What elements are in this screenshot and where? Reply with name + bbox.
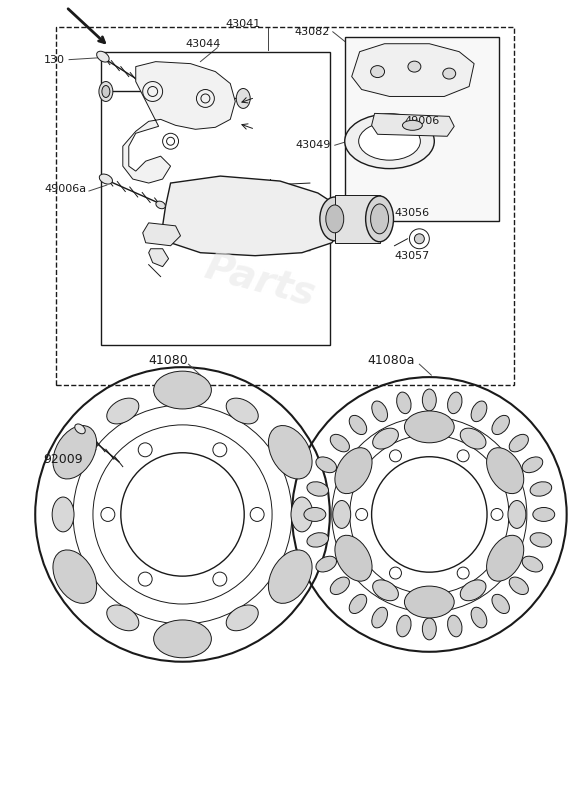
Ellipse shape <box>408 61 421 72</box>
Ellipse shape <box>291 497 313 532</box>
Text: 49006a: 49006a <box>44 184 86 194</box>
Ellipse shape <box>344 114 434 169</box>
Ellipse shape <box>326 205 344 233</box>
Ellipse shape <box>141 82 150 90</box>
Text: 41080a: 41080a <box>368 354 415 366</box>
Ellipse shape <box>487 448 524 494</box>
Ellipse shape <box>102 86 110 98</box>
Text: 43049: 43049 <box>295 140 331 150</box>
Ellipse shape <box>508 501 526 528</box>
Ellipse shape <box>370 204 388 234</box>
Ellipse shape <box>335 448 372 494</box>
Ellipse shape <box>471 401 487 422</box>
Text: 49006: 49006 <box>405 116 440 126</box>
Ellipse shape <box>443 68 455 79</box>
Text: Parts: Parts <box>201 247 320 314</box>
Ellipse shape <box>533 507 555 522</box>
Ellipse shape <box>307 533 328 547</box>
Ellipse shape <box>52 497 74 532</box>
Text: 130: 130 <box>44 54 65 65</box>
Text: 92009: 92009 <box>43 454 83 466</box>
Text: 43041: 43041 <box>225 19 261 29</box>
Ellipse shape <box>509 434 528 452</box>
Text: 43056: 43056 <box>395 208 429 218</box>
Text: 43044: 43044 <box>186 38 221 49</box>
Bar <box>101 52 330 346</box>
Polygon shape <box>143 223 180 246</box>
Bar <box>335 195 380 242</box>
Ellipse shape <box>304 507 326 522</box>
Bar <box>56 27 514 385</box>
Ellipse shape <box>107 605 139 630</box>
Ellipse shape <box>97 51 109 62</box>
Polygon shape <box>372 114 454 136</box>
Ellipse shape <box>373 428 398 449</box>
Ellipse shape <box>53 550 97 603</box>
Ellipse shape <box>522 556 543 572</box>
Ellipse shape <box>492 594 509 614</box>
Ellipse shape <box>99 82 113 102</box>
Ellipse shape <box>316 556 336 572</box>
Ellipse shape <box>397 392 411 414</box>
Ellipse shape <box>226 605 258 630</box>
Ellipse shape <box>53 426 97 479</box>
Ellipse shape <box>236 89 250 109</box>
Ellipse shape <box>349 415 366 434</box>
Ellipse shape <box>75 424 85 434</box>
Circle shape <box>414 234 424 244</box>
Ellipse shape <box>330 577 350 594</box>
Ellipse shape <box>333 501 351 528</box>
Ellipse shape <box>99 174 113 184</box>
Text: 43082: 43082 <box>294 26 330 37</box>
Text: 43057: 43057 <box>395 250 429 261</box>
Ellipse shape <box>366 196 394 242</box>
Polygon shape <box>149 249 169 266</box>
Ellipse shape <box>509 577 528 594</box>
Ellipse shape <box>423 389 436 411</box>
Ellipse shape <box>530 482 551 496</box>
Ellipse shape <box>471 607 487 628</box>
Ellipse shape <box>307 482 328 496</box>
Bar <box>344 37 499 221</box>
Ellipse shape <box>370 66 384 78</box>
Ellipse shape <box>320 197 350 241</box>
Ellipse shape <box>154 371 212 409</box>
Polygon shape <box>123 62 235 183</box>
Ellipse shape <box>154 620 212 658</box>
Ellipse shape <box>226 398 258 424</box>
Ellipse shape <box>402 120 423 130</box>
Ellipse shape <box>405 586 454 618</box>
Ellipse shape <box>447 392 462 414</box>
Ellipse shape <box>522 457 543 473</box>
Ellipse shape <box>107 398 139 424</box>
Polygon shape <box>162 176 342 256</box>
Ellipse shape <box>372 401 387 422</box>
Ellipse shape <box>156 201 165 209</box>
Ellipse shape <box>335 535 372 582</box>
Ellipse shape <box>460 580 486 601</box>
Ellipse shape <box>487 535 524 582</box>
Ellipse shape <box>397 615 411 637</box>
Ellipse shape <box>492 415 509 434</box>
Ellipse shape <box>316 457 336 473</box>
Ellipse shape <box>349 594 366 614</box>
Text: 41080: 41080 <box>149 354 188 366</box>
Ellipse shape <box>268 550 312 603</box>
Ellipse shape <box>460 428 486 449</box>
Ellipse shape <box>372 607 387 628</box>
Ellipse shape <box>423 618 436 640</box>
Ellipse shape <box>330 434 350 452</box>
Ellipse shape <box>268 426 312 479</box>
Ellipse shape <box>359 122 420 160</box>
Polygon shape <box>351 44 474 97</box>
Ellipse shape <box>405 411 454 442</box>
Ellipse shape <box>373 580 398 601</box>
Ellipse shape <box>447 615 462 637</box>
Ellipse shape <box>530 533 551 547</box>
